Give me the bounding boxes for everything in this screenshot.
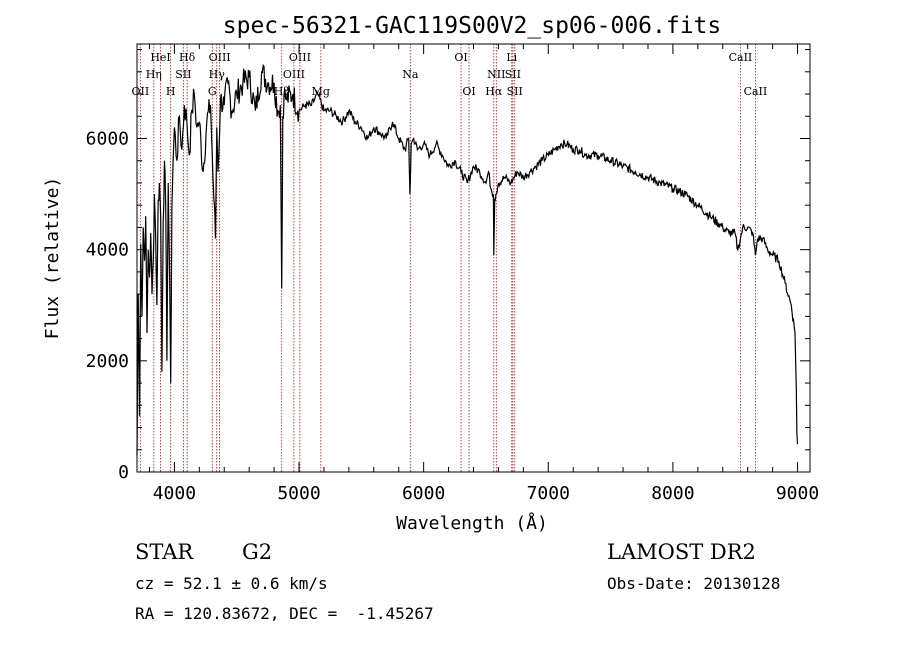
line-label: OII	[132, 85, 150, 98]
line-label: G	[208, 85, 217, 98]
y-tick-label: 0	[118, 462, 129, 483]
object-type: STAR	[135, 540, 194, 564]
x-tick-label: 4000	[153, 483, 196, 504]
y-axis: 0 2000 4000 6000	[86, 49, 810, 483]
x-tick-label: 7000	[527, 483, 570, 504]
coordinates-readout: RA = 120.83672, DEC = -1.45267	[135, 604, 434, 623]
line-label: Hα	[485, 85, 503, 98]
line-label: Li	[506, 51, 517, 64]
line-label: NII	[487, 68, 505, 81]
line-label: SII	[175, 68, 191, 81]
spectrum-line	[136, 63, 799, 456]
x-tick-label: 6000	[402, 483, 445, 504]
line-label: CaII	[729, 51, 753, 64]
y-tick-label: 4000	[86, 240, 129, 261]
line-label: OIII	[289, 51, 311, 64]
line-label: Hγ	[209, 68, 226, 81]
y-tick-label: 2000	[86, 351, 129, 372]
line-label: Hη	[146, 68, 162, 81]
x-tick-label: 5000	[277, 483, 320, 504]
y-axis-label: Flux (relative)	[42, 177, 63, 340]
spectral-line-markers	[139, 44, 756, 472]
x-tick-label: 9000	[776, 483, 819, 504]
line-label: OIII	[209, 51, 231, 64]
line-label: CaII	[744, 85, 768, 98]
line-label: Hδ	[179, 51, 196, 64]
line-label: Na	[402, 68, 419, 81]
y-tick-label: 6000	[86, 128, 129, 149]
line-label: OI	[462, 85, 475, 98]
chart-title: spec-56321-GAC119S00V2_sp06-006.fits	[223, 13, 722, 39]
spectral-subclass: G2	[242, 540, 273, 564]
line-label: OI	[454, 51, 467, 64]
x-axis-label: Wavelength (Å)	[396, 512, 548, 534]
x-tick-label: 8000	[651, 483, 694, 504]
survey-name: LAMOST DR2	[607, 540, 756, 564]
line-label: Mg	[312, 85, 330, 98]
line-label: OIII	[283, 68, 305, 81]
redshift-readout: cz = 52.1 ± 0.6 km/s	[135, 574, 328, 593]
x-axis: 4000 5000 6000 7000 8000 9000	[148, 44, 819, 504]
plot-frame	[136, 43, 811, 473]
line-label: SII	[505, 68, 521, 81]
line-label: HeI	[150, 51, 170, 64]
line-label: SII	[507, 85, 523, 98]
line-label: H	[166, 85, 176, 98]
observation-date: Obs-Date: 20130128	[607, 574, 781, 593]
